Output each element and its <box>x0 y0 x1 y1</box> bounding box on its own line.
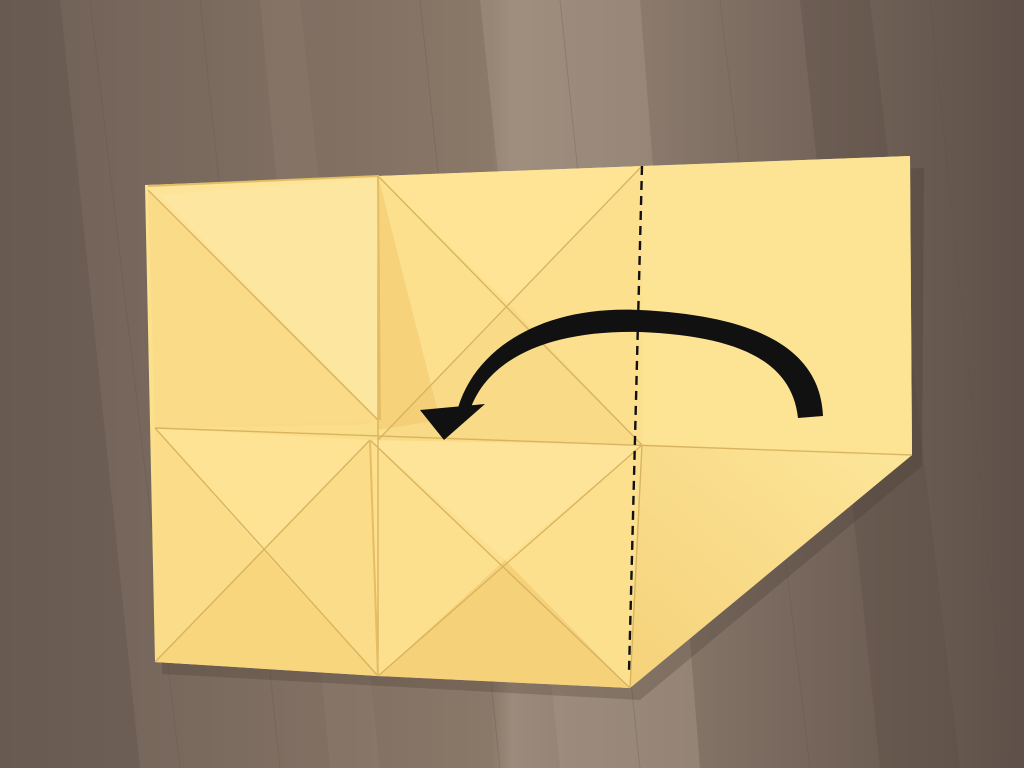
arrow-head-icon <box>420 404 485 440</box>
bottom-right-panel <box>630 445 912 688</box>
flap-edges <box>147 174 381 677</box>
curved-fold-arrow <box>420 309 823 440</box>
dashed-fold-line <box>627 165 644 673</box>
top-right-panel <box>642 156 912 455</box>
